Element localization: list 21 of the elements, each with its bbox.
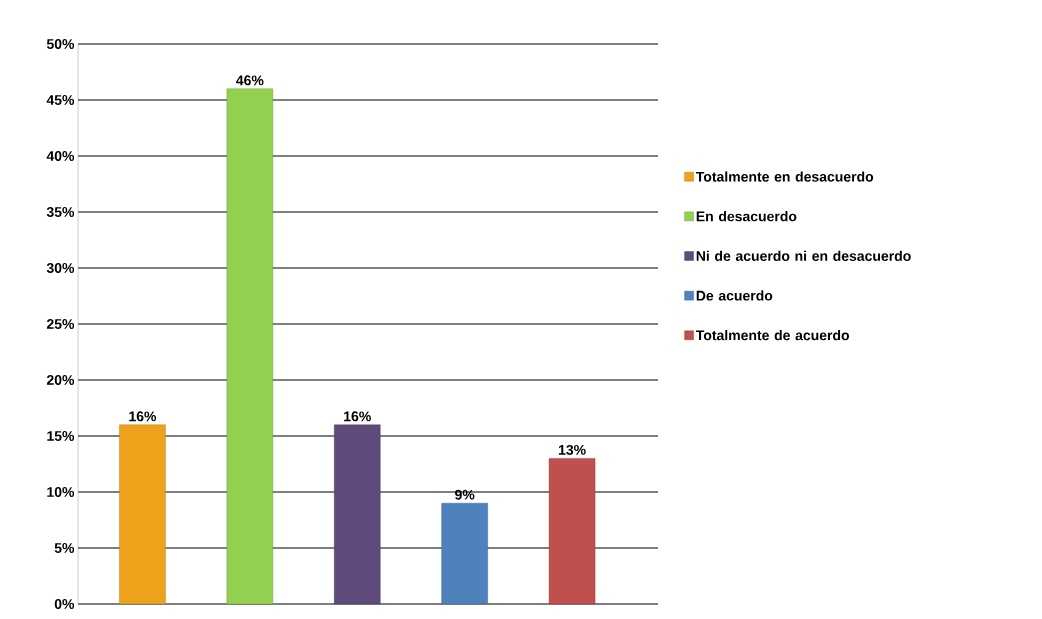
y-tick-label: 50% [46, 39, 75, 49]
y-tick-label: 0% [54, 599, 75, 609]
y-tick-label: 15% [47, 431, 75, 441]
y-tick-label: 20% [46, 375, 75, 385]
data-label: 16% [129, 411, 157, 422]
data-label: 13% [558, 444, 586, 455]
legend-label: Ni de acuerdo ni en desacuerdo [696, 250, 911, 261]
legend-label: Totalmente en desacuerdo [695, 171, 874, 182]
y-tick-label: 40% [46, 151, 75, 161]
y-tick-label: 25% [46, 319, 75, 329]
y-tick-label: 10% [47, 487, 75, 497]
legend-label: De acuerdo [696, 290, 773, 301]
data-label: 46% [236, 75, 264, 86]
y-tick-label: 35% [46, 207, 75, 217]
legend-label: En desacuerdo [696, 211, 797, 222]
y-tick-label: 45% [46, 95, 75, 105]
legend-label: Totalmente de acuerdo [695, 329, 850, 341]
y-tick-label: 30% [46, 263, 75, 273]
y-tick-label: 5% [54, 543, 75, 553]
data-label: 16% [344, 411, 371, 422]
data-label: 9% [455, 489, 475, 500]
